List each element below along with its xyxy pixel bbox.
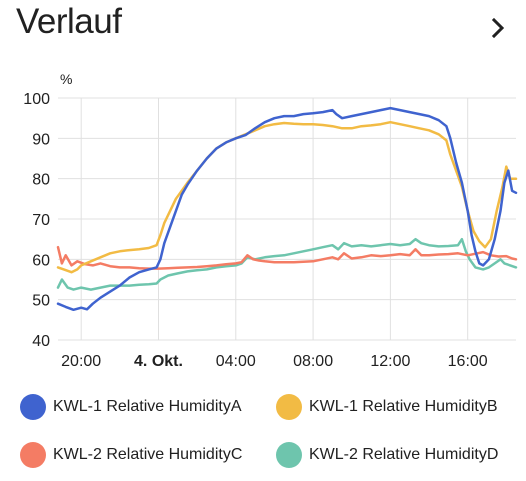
legend-label: KWL-1 Relative HumidityA [53, 398, 242, 415]
legend-swatch-a [20, 394, 46, 420]
series-line-a [56, 106, 518, 312]
legend-item-kwl1-a[interactable]: KWL-1 Relative HumidityA [20, 392, 242, 422]
legend-label: KWL-2 Relative HumidityC [53, 446, 243, 463]
chevron-right-icon [491, 18, 505, 38]
x-tick-label: 4. Okt. [134, 353, 183, 370]
legend-swatch-d [276, 442, 302, 468]
legend-item-kwl1-b[interactable]: KWL-1 Relative HumidityB [276, 392, 498, 422]
more-info-button[interactable] [484, 14, 512, 42]
y-tick-label: 60 [32, 252, 50, 269]
series-line-d [56, 237, 518, 291]
y-tick-label: 70 [32, 212, 50, 229]
series-line-b [56, 120, 518, 274]
y-axis-unit-label: % [60, 71, 72, 87]
y-tick-label: 40 [32, 333, 50, 350]
x-tick-label: 16:00 [448, 353, 488, 370]
history-chart[interactable]: % 40 50 60 70 80 90 100 20:00 4. Okt. 04:00 08:00 12… [0, 60, 526, 380]
y-tick-label: 50 [32, 293, 50, 310]
chart-legend: KWL-1 Relative HumidityA KWL-1 Relative … [0, 380, 526, 480]
legend-label: KWL-1 Relative HumidityB [309, 398, 498, 415]
legend-item-kwl2-c[interactable]: KWL-2 Relative HumidityC [20, 440, 242, 470]
y-tick-label: 90 [32, 131, 50, 148]
x-tick-label: 04:00 [216, 353, 256, 370]
x-tick-label: 20:00 [61, 353, 101, 370]
card-title: Verlauf [16, 2, 122, 41]
legend-item-kwl2-d[interactable]: KWL-2 Relative HumidityD [276, 440, 498, 470]
legend-swatch-c [20, 442, 46, 468]
card-header: Verlauf [0, 0, 526, 56]
x-tick-label: 12:00 [370, 353, 410, 370]
legend-label: KWL-2 Relative HumidityD [309, 446, 499, 463]
y-tick-label: 100 [23, 91, 50, 108]
series-line-c [56, 245, 518, 270]
x-tick-label: 08:00 [293, 353, 333, 370]
legend-swatch-b [276, 394, 302, 420]
y-tick-label: 80 [32, 172, 50, 189]
